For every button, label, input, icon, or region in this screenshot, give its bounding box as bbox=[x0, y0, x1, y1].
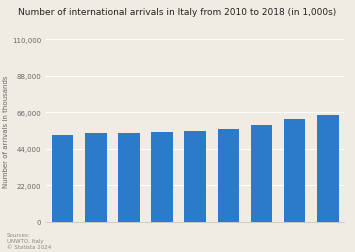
Bar bbox=[185, 131, 206, 222]
Bar bbox=[52, 135, 73, 222]
Bar bbox=[118, 133, 140, 222]
Bar bbox=[218, 129, 239, 222]
Bar bbox=[284, 119, 305, 222]
Text: Number of international arrivals in Italy from 2010 to 2018 (in 1,000s): Number of international arrivals in Ital… bbox=[18, 8, 337, 17]
Bar bbox=[317, 115, 339, 222]
Bar bbox=[251, 126, 272, 222]
Y-axis label: Number of arrivals in thousands: Number of arrivals in thousands bbox=[3, 75, 9, 187]
Text: Sources:
UNWTO, Italy
© Statista 2024: Sources: UNWTO, Italy © Statista 2024 bbox=[7, 232, 51, 249]
Bar bbox=[85, 133, 106, 222]
Bar bbox=[151, 133, 173, 222]
